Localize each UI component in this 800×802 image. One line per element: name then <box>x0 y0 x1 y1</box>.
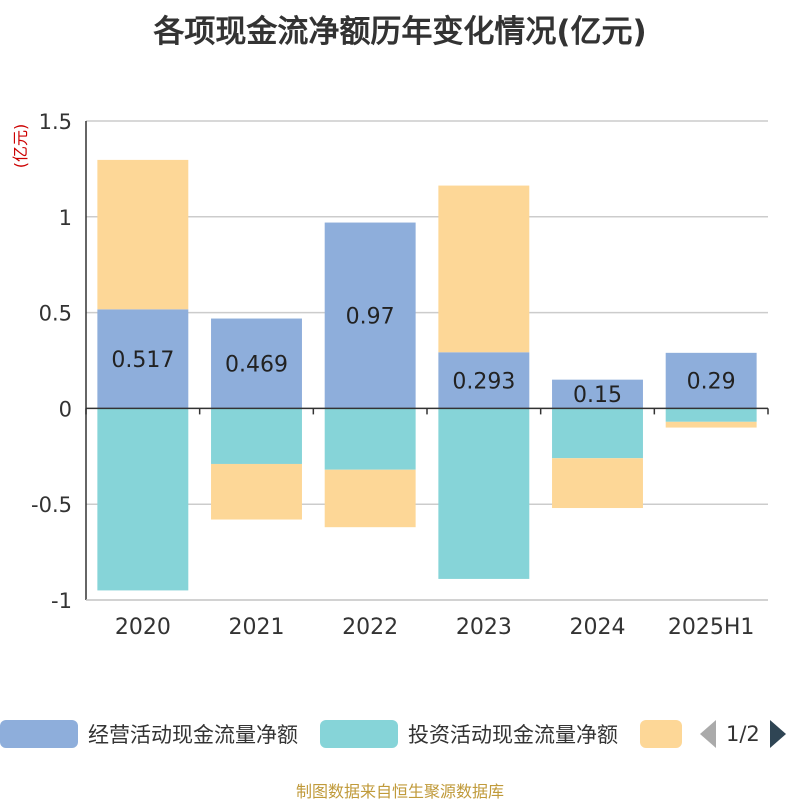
bar-series-2 <box>97 408 189 591</box>
legend-swatch-investing <box>320 720 398 748</box>
y-tick-label: 1.5 <box>39 110 72 134</box>
x-tick-label: 2024 <box>570 615 626 640</box>
chart-area: -1 -0.5 0 0.5 1 1.5 (亿元) 0.517 0.469 0.97 0.293 0.1… <box>11 110 769 640</box>
y-axis-unit-label: (亿元) <box>11 124 30 169</box>
legend-item-financing[interactable] <box>640 720 682 748</box>
data-label: 0.517 <box>111 348 174 373</box>
bar-series-2 <box>438 408 530 579</box>
bar-series-2 <box>665 408 757 422</box>
bar-series-3 <box>552 458 643 509</box>
data-label: 0.15 <box>573 383 622 408</box>
legend-page-indicator: 1/2 <box>726 722 760 746</box>
legend-item-investing[interactable]: 投资活动现金流量净额 <box>320 720 618 748</box>
x-tick-label: 2022 <box>342 615 398 640</box>
data-label: 0.29 <box>687 370 736 395</box>
legend: 经营活动现金流量净额 投资活动现金流量净额 1/2 <box>0 712 800 756</box>
legend-item-operating[interactable]: 经营活动现金流量净额 <box>0 720 298 748</box>
legend-label-operating: 经营活动现金流量净额 <box>88 723 298 747</box>
bar-series-1 <box>665 352 757 409</box>
y-tick-label: 0.5 <box>39 302 72 326</box>
data-label: 0.97 <box>346 304 395 329</box>
x-tick-label: 2021 <box>229 615 285 640</box>
data-label: 0.293 <box>452 369 515 394</box>
bar-series-1 <box>97 309 189 409</box>
legend-prev-icon[interactable] <box>700 720 716 748</box>
x-tick-label: 2025H1 <box>668 615 755 640</box>
y-tick-label: -1 <box>51 589 72 613</box>
y-tick-label: -0.5 <box>31 493 72 517</box>
bar-series-2 <box>211 408 302 464</box>
x-tick-label: 2020 <box>115 615 171 640</box>
data-label: 0.469 <box>225 352 288 377</box>
legend-swatch-operating <box>0 720 78 748</box>
bar-series-3 <box>324 469 416 528</box>
bar-series-3 <box>665 421 757 428</box>
bar-series-2 <box>552 408 643 459</box>
x-tick-label: 2023 <box>456 615 512 640</box>
bar-series-3 <box>97 159 189 310</box>
legend-next-icon[interactable] <box>769 720 786 748</box>
y-tick-label: 0 <box>59 397 72 421</box>
bar-series-2 <box>324 408 416 470</box>
bar-series-1 <box>324 222 416 409</box>
source-note: 制图数据来自恒生聚源数据库 <box>295 782 504 801</box>
chart-title: 各项现金流净额历年变化情况(亿元) <box>153 14 647 50</box>
bar-series-1 <box>438 352 530 409</box>
bar-series-3 <box>438 185 530 353</box>
bar-series-1 <box>211 318 302 409</box>
y-tick-label: 1 <box>59 206 72 230</box>
bar-series-1 <box>552 379 643 409</box>
legend-pager: 1/2 <box>700 720 786 748</box>
legend-swatch-financing <box>640 720 682 748</box>
bar-series-3 <box>211 463 302 520</box>
legend-label-investing: 投资活动现金流量净额 <box>408 723 618 747</box>
